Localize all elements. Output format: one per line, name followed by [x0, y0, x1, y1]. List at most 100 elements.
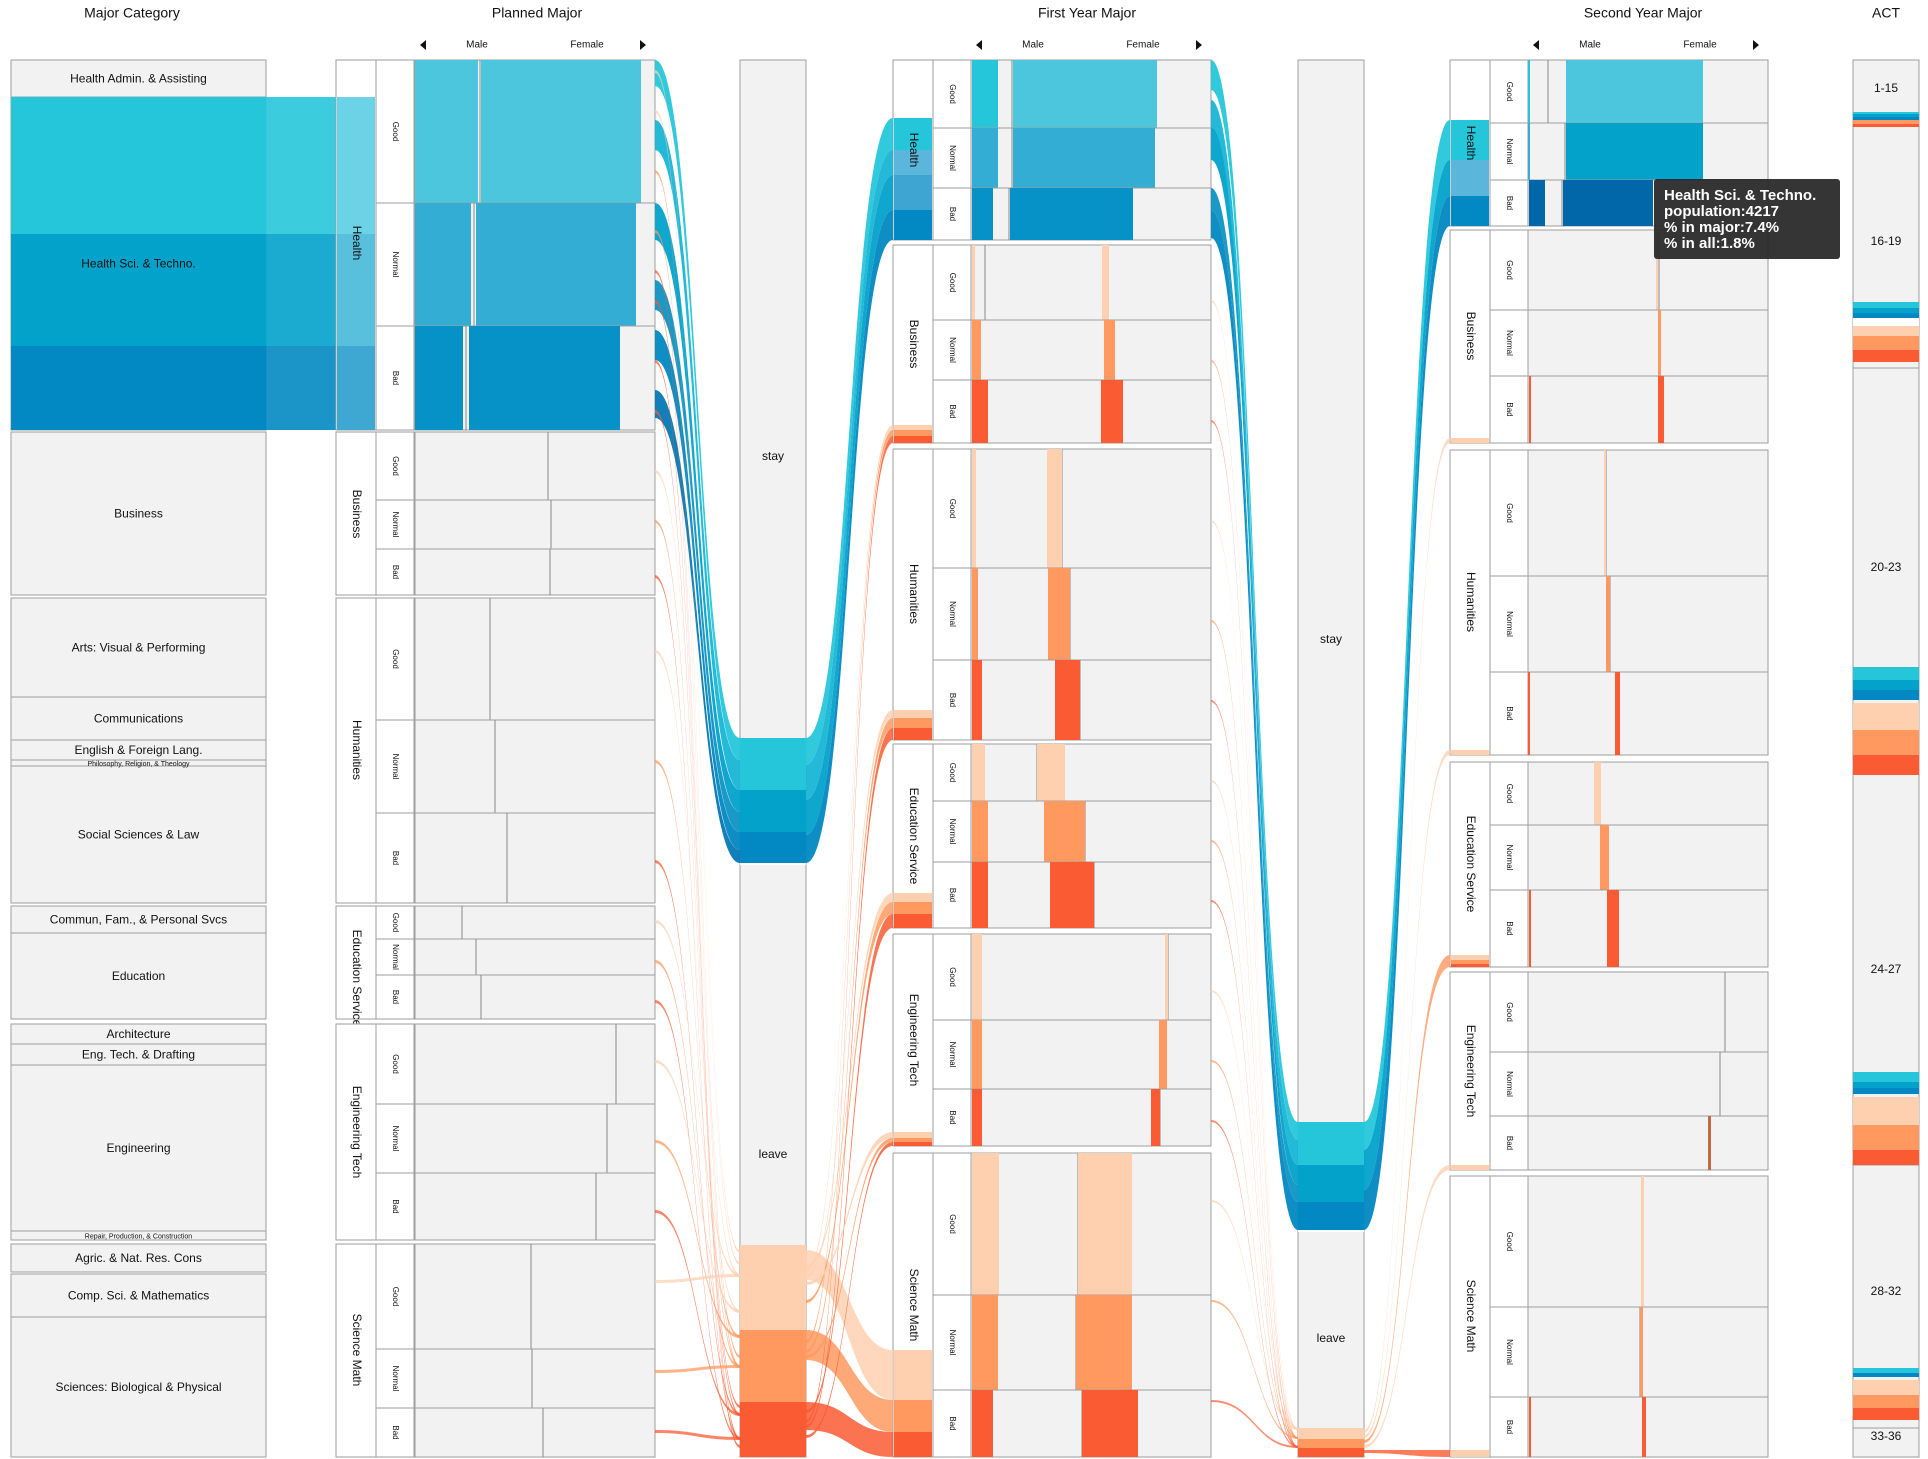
- planned-engineering-tech-bad-cell[interactable]: [414, 1172, 656, 1241]
- second-year-engineering-tech-good-cell[interactable]: [1527, 971, 1769, 1053]
- category-box-agric-nat-res-cons[interactable]: [10, 1243, 267, 1273]
- first-year-humanities-good-cell[interactable]: [970, 448, 1212, 569]
- planned-education-service-normal-cell[interactable]: [414, 938, 656, 976]
- planned-business-perf-bad[interactable]: [375, 548, 415, 596]
- first-year-group-humanities[interactable]: [892, 448, 934, 741]
- planned-humanities-perf-bad[interactable]: [375, 812, 415, 904]
- planned-science-math-good-cell[interactable]: [414, 1243, 656, 1350]
- second-year-business-perf-normal[interactable]: [1489, 309, 1529, 377]
- act-bin-1-15[interactable]: [1852, 59, 1920, 118]
- second-year-engineering-tech-perf-normal[interactable]: [1489, 1051, 1529, 1117]
- first-year-gender-next-arrow[interactable]: [1196, 40, 1202, 50]
- planned-group-humanities[interactable]: [335, 597, 377, 904]
- second-year-education-service-good-cell[interactable]: [1527, 761, 1769, 826]
- second-year-engineering-tech-normal-cell[interactable]: [1527, 1051, 1769, 1117]
- planned-education-service-good-cell[interactable]: [414, 905, 656, 940]
- first-year-engineering-tech-perf-normal[interactable]: [932, 1019, 972, 1090]
- first-year-education-service-perf-bad[interactable]: [932, 861, 972, 929]
- planned-engineering-tech-good-cell[interactable]: [414, 1023, 656, 1105]
- first-year-health-perf-bad[interactable]: [932, 187, 972, 241]
- category-box-business[interactable]: [10, 431, 267, 596]
- right-stay-leave-bar[interactable]: [1297, 59, 1365, 1458]
- second-year-gender-next-arrow[interactable]: [1753, 40, 1759, 50]
- first-year-engineering-tech-bad-cell[interactable]: [970, 1088, 1212, 1147]
- second-year-humanities-perf-bad[interactable]: [1489, 671, 1529, 756]
- planned-humanities-normal-cell[interactable]: [414, 719, 656, 814]
- category-box-arts-visual-performing[interactable]: [10, 597, 267, 698]
- planned-education-service-perf-normal[interactable]: [375, 938, 415, 976]
- category-box-commun-fam-personal-svcs[interactable]: [10, 905, 267, 934]
- second-year-education-service-bad-cell[interactable]: [1527, 889, 1769, 968]
- second-year-engineering-tech-perf-good[interactable]: [1489, 971, 1529, 1053]
- planned-health-perf-bad[interactable]: [375, 325, 415, 431]
- planned-business-perf-normal[interactable]: [375, 499, 415, 550]
- second-year-humanities-bad-cell[interactable]: [1527, 671, 1769, 756]
- planned-education-service-perf-bad[interactable]: [375, 974, 415, 1020]
- first-year-engineering-tech-perf-good[interactable]: [932, 933, 972, 1021]
- planned-gender-prev-arrow[interactable]: [420, 40, 426, 50]
- second-year-education-service-normal-cell[interactable]: [1527, 824, 1769, 891]
- first-year-business-bad-cell[interactable]: [970, 379, 1212, 444]
- first-year-business-perf-bad[interactable]: [932, 379, 972, 444]
- category-box-engineering[interactable]: [10, 1064, 267, 1232]
- second-year-group-education-service[interactable]: [1449, 761, 1491, 968]
- first-year-engineering-tech-good-cell[interactable]: [970, 933, 1212, 1021]
- category-box-health-admin-assisting[interactable]: [10, 59, 267, 98]
- second-year-group-engineering-tech[interactable]: [1449, 971, 1491, 1171]
- first-year-humanities-perf-normal[interactable]: [932, 567, 972, 661]
- second-year-humanities-perf-normal[interactable]: [1489, 575, 1529, 673]
- first-year-gender-prev-arrow[interactable]: [976, 40, 982, 50]
- planned-humanities-perf-good[interactable]: [375, 597, 415, 721]
- second-year-engineering-tech-bad-cell[interactable]: [1527, 1115, 1769, 1171]
- planned-science-math-bad-cell[interactable]: [414, 1407, 656, 1458]
- planned-business-perf-good[interactable]: [375, 431, 415, 501]
- second-year-humanities-good-cell[interactable]: [1527, 449, 1769, 577]
- first-year-business-normal-cell[interactable]: [970, 319, 1212, 381]
- category-box-comp-sci-mathematics[interactable]: [10, 1273, 267, 1318]
- second-year-group-science-math[interactable]: [1449, 1175, 1491, 1458]
- act-bin-20-23[interactable]: [1852, 367, 1920, 768]
- planned-education-service-perf-good[interactable]: [375, 905, 415, 940]
- planned-engineering-tech-perf-good[interactable]: [375, 1023, 415, 1105]
- first-year-education-service-good-cell[interactable]: [970, 743, 1212, 802]
- category-box-education[interactable]: [10, 932, 267, 1020]
- planned-science-math-perf-bad[interactable]: [375, 1407, 415, 1458]
- second-year-business-normal-cell[interactable]: [1527, 309, 1769, 377]
- planned-group-science-math[interactable]: [335, 1243, 377, 1458]
- category-box-communications[interactable]: [10, 696, 267, 741]
- second-year-health-perf-good[interactable]: [1489, 59, 1529, 124]
- first-year-education-service-perf-good[interactable]: [932, 743, 972, 802]
- planned-group-education-service[interactable]: [335, 905, 377, 1020]
- category-box-social-sciences-law[interactable]: [10, 765, 267, 904]
- second-year-science-math-perf-normal[interactable]: [1489, 1306, 1529, 1398]
- planned-science-math-normal-cell[interactable]: [414, 1348, 656, 1409]
- planned-education-service-bad-cell[interactable]: [414, 974, 656, 1020]
- planned-business-good-cell[interactable]: [414, 431, 656, 501]
- first-year-engineering-tech-normal-cell[interactable]: [970, 1019, 1212, 1090]
- planned-group-business[interactable]: [335, 431, 377, 596]
- category-box-repair-production-construction[interactable]: [10, 1230, 267, 1241]
- planned-health-perf-good[interactable]: [375, 59, 415, 204]
- second-year-education-service-perf-normal[interactable]: [1489, 824, 1529, 891]
- first-year-science-math-perf-good[interactable]: [932, 1152, 972, 1296]
- planned-business-bad-cell[interactable]: [414, 548, 656, 596]
- second-year-science-math-normal-cell[interactable]: [1527, 1306, 1769, 1398]
- first-year-business-perf-normal[interactable]: [932, 319, 972, 381]
- planned-health-perf-normal[interactable]: [375, 202, 415, 327]
- first-year-education-service-normal-cell[interactable]: [970, 800, 1212, 863]
- second-year-humanities-normal-cell[interactable]: [1527, 575, 1769, 673]
- second-year-engineering-tech-perf-bad[interactable]: [1489, 1115, 1529, 1171]
- category-box-sciences-biological-physical[interactable]: [10, 1316, 267, 1458]
- first-year-business-good-cell[interactable]: [970, 244, 1212, 321]
- first-year-business-perf-good[interactable]: [932, 244, 972, 321]
- planned-humanities-bad-cell[interactable]: [414, 812, 656, 904]
- second-year-group-humanities[interactable]: [1449, 449, 1491, 756]
- planned-business-normal-cell[interactable]: [414, 499, 656, 550]
- act-bin-33-36[interactable]: [1852, 1427, 1920, 1458]
- second-year-science-math-perf-bad[interactable]: [1489, 1396, 1529, 1458]
- first-year-science-math-perf-bad[interactable]: [932, 1389, 972, 1458]
- planned-engineering-tech-normal-cell[interactable]: [414, 1103, 656, 1174]
- second-year-business-perf-bad[interactable]: [1489, 375, 1529, 444]
- planned-humanities-perf-normal[interactable]: [375, 719, 415, 814]
- first-year-humanities-normal-cell[interactable]: [970, 567, 1212, 661]
